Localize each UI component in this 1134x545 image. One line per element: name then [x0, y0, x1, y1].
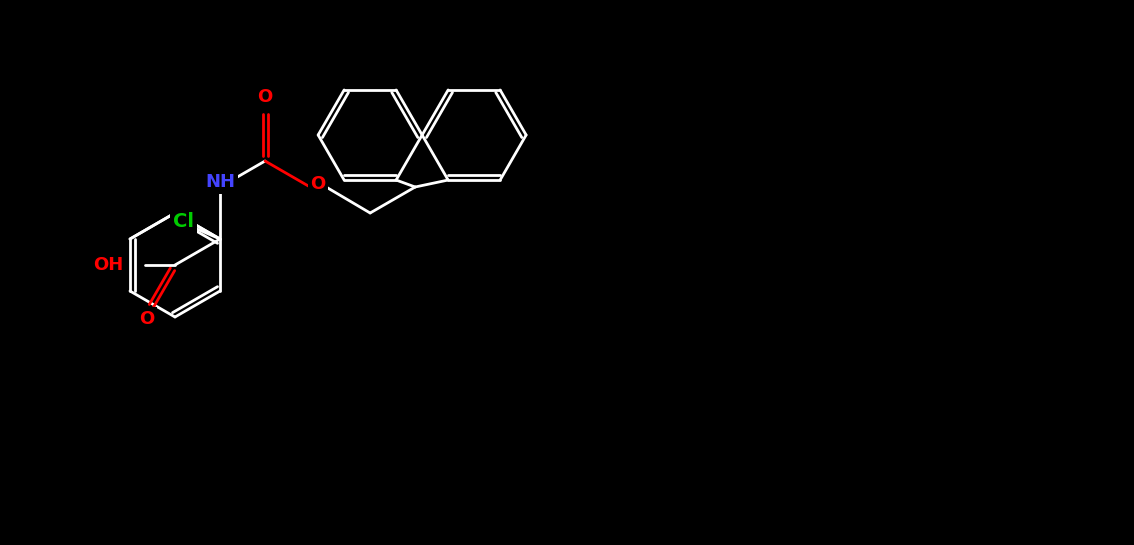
- Text: Cl: Cl: [174, 212, 194, 231]
- Text: O: O: [311, 175, 325, 193]
- Text: O: O: [139, 310, 154, 328]
- Text: NH: NH: [205, 173, 235, 191]
- Text: OH: OH: [93, 256, 122, 274]
- Text: O: O: [257, 88, 272, 106]
